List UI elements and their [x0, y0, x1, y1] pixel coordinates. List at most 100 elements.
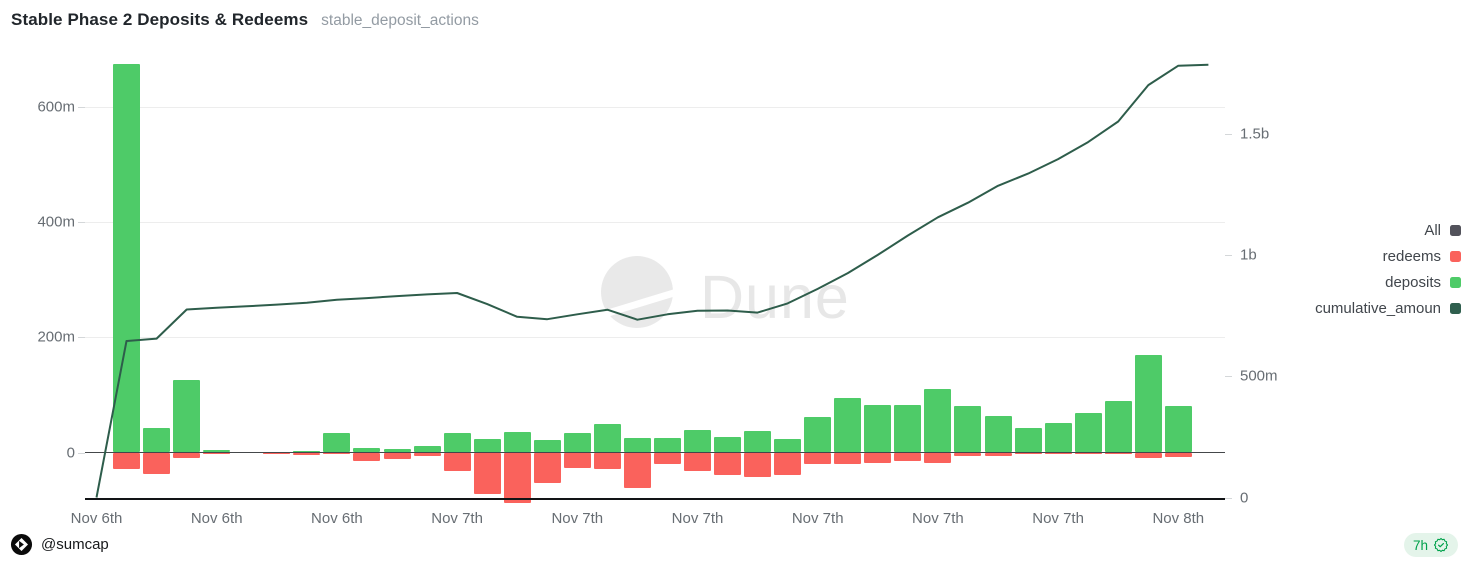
redeem-bar[interactable] [1164, 453, 1192, 458]
y-gridline [85, 106, 1225, 108]
deposit-bar[interactable] [203, 449, 231, 453]
y-axis-left-tick [78, 337, 85, 339]
author-handle: @sumcap [41, 536, 109, 553]
deposit-bar[interactable] [984, 415, 1012, 453]
deposit-bar[interactable] [894, 404, 922, 453]
y-axis-left-tick [78, 106, 85, 108]
legend-item-redeems[interactable]: redeems [1315, 243, 1461, 269]
chart-legend: All redeems deposits cumulative_amoun [1315, 217, 1461, 321]
refresh-age-badge[interactable]: 7h [1403, 533, 1458, 557]
redeem-bar[interactable] [864, 453, 892, 463]
deposit-bar[interactable] [1014, 427, 1042, 453]
redeem-bar[interactable] [443, 453, 471, 471]
redeem-bar[interactable] [473, 453, 501, 494]
redeem-bar[interactable] [954, 453, 982, 457]
deposit-bar[interactable] [924, 388, 952, 453]
redeem-bar[interactable] [293, 453, 321, 456]
redeem-bar[interactable] [1134, 453, 1162, 459]
watermark-text: Dune [700, 263, 850, 331]
deposit-bar[interactable] [1044, 422, 1072, 453]
deposit-bar[interactable] [1074, 412, 1102, 453]
deposit-bar[interactable] [623, 437, 651, 453]
y-axis-right-label: 0 [1240, 489, 1249, 506]
redeem-bar[interactable] [684, 453, 711, 472]
redeem-bar[interactable] [143, 453, 171, 475]
deposit-bar[interactable] [1164, 406, 1192, 453]
legend-label: redeems [1382, 247, 1441, 265]
redeem-bar[interactable] [533, 453, 561, 484]
x-axis-label: Nov 7th [671, 510, 724, 527]
redeem-bar[interactable] [1104, 453, 1132, 455]
redeem-bar[interactable] [774, 453, 802, 476]
deposit-bar[interactable] [593, 424, 621, 453]
deposit-bar[interactable] [684, 430, 711, 453]
plot-area[interactable] [85, 55, 1225, 503]
redeem-bar[interactable] [173, 453, 201, 458]
deposit-bar[interactable] [864, 404, 892, 453]
legend-item-all[interactable]: All [1315, 217, 1461, 243]
legend-label: deposits [1385, 273, 1441, 291]
deposit-bar[interactable] [804, 417, 832, 453]
redeem-bar[interactable] [1014, 453, 1042, 455]
redeem-bar[interactable] [323, 453, 351, 455]
cumulative-line[interactable] [85, 55, 1225, 499]
redeem-bar[interactable] [984, 453, 1012, 457]
legend-item-deposits[interactable]: deposits [1315, 269, 1461, 295]
y-gridline [85, 222, 1225, 224]
deposit-bar[interactable] [323, 433, 351, 453]
deposit-bar[interactable] [173, 379, 201, 453]
y-axis-left-label: 400m [37, 213, 75, 231]
deposit-bar[interactable] [143, 427, 171, 453]
redeem-bar[interactable] [413, 453, 441, 456]
redeem-bar[interactable] [714, 453, 742, 475]
y-axis-right-label: 1b [1240, 246, 1257, 264]
deposit-bar[interactable] [1134, 355, 1162, 453]
deposit-bar[interactable] [1104, 401, 1132, 453]
deposit-bar[interactable] [774, 439, 802, 453]
deposit-bar[interactable] [353, 448, 381, 453]
y-axis-left-label: 600m [37, 98, 75, 116]
redeem-bar[interactable] [924, 453, 952, 463]
redeem-bar[interactable] [593, 453, 621, 470]
y-axis-left-label: 0 [66, 444, 75, 461]
deposit-bar[interactable] [653, 437, 681, 453]
legend-item-cumulative-amoun[interactable]: cumulative_amoun [1315, 295, 1461, 321]
y-axis-right-tick [1225, 497, 1232, 499]
redeem-bar[interactable] [653, 453, 681, 464]
author-link[interactable]: @sumcap [10, 533, 109, 556]
deposit-bar[interactable] [383, 449, 411, 453]
query-name-link[interactable]: stable_deposit_actions [321, 12, 479, 29]
redeem-bar[interactable] [503, 453, 531, 503]
y-axis-right-tick [1225, 376, 1232, 378]
deposit-bar[interactable] [954, 406, 982, 453]
redeem-bar[interactable] [263, 453, 291, 454]
redeem-bar[interactable] [894, 453, 922, 461]
redeem-bar[interactable] [834, 453, 862, 465]
y-axis-right-tick [1225, 254, 1232, 256]
redeem-bar[interactable] [113, 453, 141, 469]
y-axis-left-tick [78, 222, 85, 224]
redeem-bar[interactable] [623, 453, 651, 489]
deposit-bar[interactable] [443, 433, 471, 453]
redeem-bar[interactable] [383, 453, 411, 460]
x-axis-label: Nov 8th [1152, 510, 1205, 527]
redeem-bar[interactable] [804, 453, 832, 464]
deposit-bar[interactable] [744, 431, 772, 453]
x-axis-label: Nov 6th [70, 510, 123, 527]
deposit-bar[interactable] [834, 398, 862, 453]
redeem-bar[interactable] [1044, 453, 1072, 454]
redeem-bar[interactable] [203, 453, 231, 455]
deposit-bar[interactable] [563, 433, 591, 453]
deposit-bar[interactable] [413, 446, 441, 453]
redeem-bar[interactable] [1074, 453, 1102, 455]
redeem-bar[interactable] [744, 453, 772, 477]
redeem-bar[interactable] [353, 453, 381, 462]
chart-header: Stable Phase 2 Deposits & Redeems stable… [11, 10, 479, 30]
deposit-bar[interactable] [533, 440, 561, 453]
deposit-bar[interactable] [473, 438, 501, 453]
y-gridline [85, 337, 1225, 339]
deposit-bar[interactable] [714, 436, 742, 453]
redeem-bar[interactable] [563, 453, 591, 469]
chart-title: Stable Phase 2 Deposits & Redeems [11, 10, 309, 29]
deposit-bar[interactable] [503, 432, 531, 453]
